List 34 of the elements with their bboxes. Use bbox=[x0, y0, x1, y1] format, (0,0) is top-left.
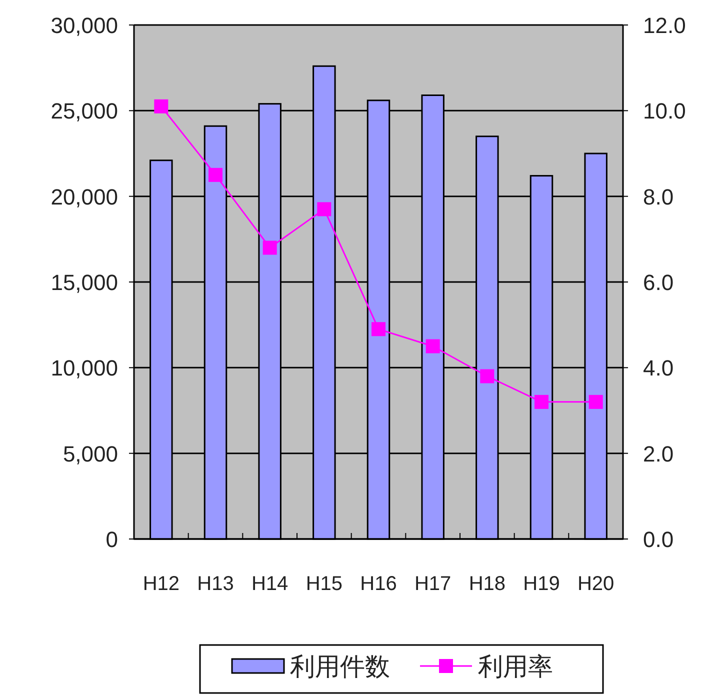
point bbox=[480, 369, 494, 384]
point bbox=[534, 394, 548, 409]
legend-label: 利用件数 bbox=[290, 653, 390, 681]
y2-tick-label: 10.0 bbox=[643, 98, 686, 124]
y2-tick-label: 8.0 bbox=[643, 184, 674, 210]
y-tick-label: 5,000 bbox=[62, 441, 118, 466]
x-tick-label: H18 bbox=[468, 573, 506, 595]
y-tick-label: 25,000 bbox=[50, 98, 118, 124]
y2-tick-label: 0.0 bbox=[643, 527, 674, 552]
x-tick-label: H16 bbox=[360, 573, 397, 595]
x-tick-label: H14 bbox=[251, 573, 288, 595]
legend-label: 利用率 bbox=[478, 653, 553, 681]
y-tick-label: 20,000 bbox=[50, 184, 118, 210]
x-tick-label: H15 bbox=[306, 573, 343, 595]
y2-tick-label: 12.0 bbox=[643, 13, 686, 38]
point bbox=[208, 168, 222, 182]
x-tick-label: H17 bbox=[414, 573, 452, 595]
y-tick-label: 15,000 bbox=[50, 270, 118, 295]
y-tick-label: 30,000 bbox=[50, 13, 118, 38]
point bbox=[262, 240, 277, 255]
x-tick-label: H20 bbox=[577, 573, 614, 595]
y2-tick-label: 6.0 bbox=[643, 270, 674, 295]
point bbox=[426, 339, 440, 354]
x-tick-label: H12 bbox=[142, 573, 180, 595]
x-tick-label: H13 bbox=[197, 573, 234, 595]
y2-tick-label: 2.0 bbox=[643, 441, 674, 466]
point bbox=[588, 394, 603, 409]
y2-tick-label: 4.0 bbox=[643, 356, 674, 381]
point bbox=[372, 322, 386, 336]
y-tick-label: 0 bbox=[106, 527, 118, 552]
point bbox=[154, 99, 168, 114]
point bbox=[317, 202, 332, 216]
y-tick-label: 10,000 bbox=[50, 356, 118, 381]
x-tick-label: H19 bbox=[523, 573, 560, 595]
